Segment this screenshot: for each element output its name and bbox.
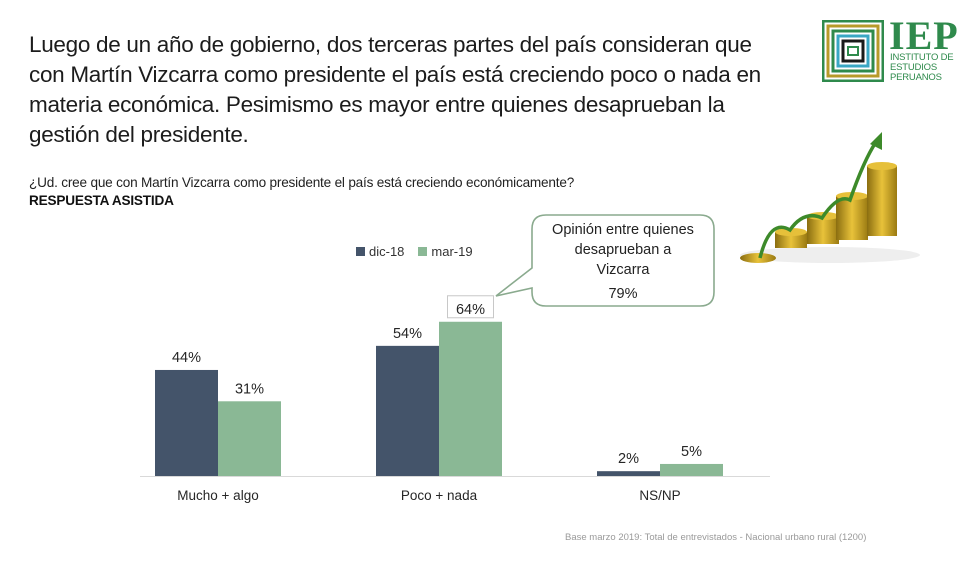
response-type-label: RESPUESTA ASISTIDA <box>29 193 174 208</box>
data-label: 44% <box>172 350 201 366</box>
callout-line: Vizcarra <box>596 262 650 278</box>
headline-line: gestión del presidente. <box>29 122 249 147</box>
category-label: Mucho + algo <box>177 488 258 503</box>
callout-line: Opinión entre quienes <box>552 222 694 238</box>
headline-line: con Martín Vizcarra como presidente el p… <box>29 62 761 87</box>
iep-concentric-squares-logo-icon <box>822 20 884 82</box>
survey-question: ¿Ud. cree que con Martín Vizcarra como p… <box>29 175 575 190</box>
category-label: NS/NP <box>639 488 680 503</box>
highlighted-label-box <box>447 295 494 319</box>
callout-value: 79% <box>608 286 638 302</box>
data-label: 5% <box>681 444 702 460</box>
headline-line: Luego de un año de gobierno, dos tercera… <box>29 32 752 57</box>
logo-title: IEP <box>889 13 959 58</box>
callout-text: Opinión entre quienes desaprueban a Vizc… <box>532 220 714 304</box>
category-label: Poco + nada <box>401 488 478 503</box>
data-label: 31% <box>235 381 264 397</box>
headline-line: materia económica. Pesimismo es mayor en… <box>29 92 725 117</box>
logo-subtitle-line: INSTITUTO DE <box>890 52 954 63</box>
callout-line: desaprueban a <box>574 242 672 258</box>
logo-subtitle: INSTITUTO DE ESTUDIOS PERUANOS <box>890 52 954 83</box>
legend-item-mar-19: mar-19 <box>418 244 473 259</box>
legend-label: mar-19 <box>431 244 473 259</box>
data-label: 64% <box>456 302 485 318</box>
callout-bubble <box>495 214 715 307</box>
legend-label: dic-18 <box>369 244 405 259</box>
legend-swatch-dic-18 <box>356 247 365 256</box>
data-label: 54% <box>393 326 422 342</box>
logo-subtitle-line: PERUANOS <box>890 72 942 83</box>
bar-dic-18-1 <box>376 345 439 476</box>
bar-dic-18-2 <box>597 471 660 476</box>
data-label: 2% <box>618 451 639 467</box>
footnote: Base marzo 2019: Total de entrevistados … <box>565 532 867 543</box>
bar-mar-19-1 <box>439 321 502 476</box>
iep-logo: IEP INSTITUTO DE ESTUDIOS PERUANOS <box>822 14 962 84</box>
bar-mar-19-2 <box>660 463 723 476</box>
bar-dic-18-0 <box>155 369 218 476</box>
rising-coin-stacks-arrow-icon <box>740 132 920 263</box>
slide-headline: Luego de un año de gobierno, dos tercera… <box>29 30 819 150</box>
chart-legend: dic-18 mar-19 <box>356 244 473 259</box>
legend-swatch-mar-19 <box>418 247 428 256</box>
legend-item-dic-18: dic-18 <box>356 244 404 259</box>
bar-mar-19-0 <box>218 401 281 476</box>
logo-subtitle-line: ESTUDIOS <box>890 62 937 73</box>
